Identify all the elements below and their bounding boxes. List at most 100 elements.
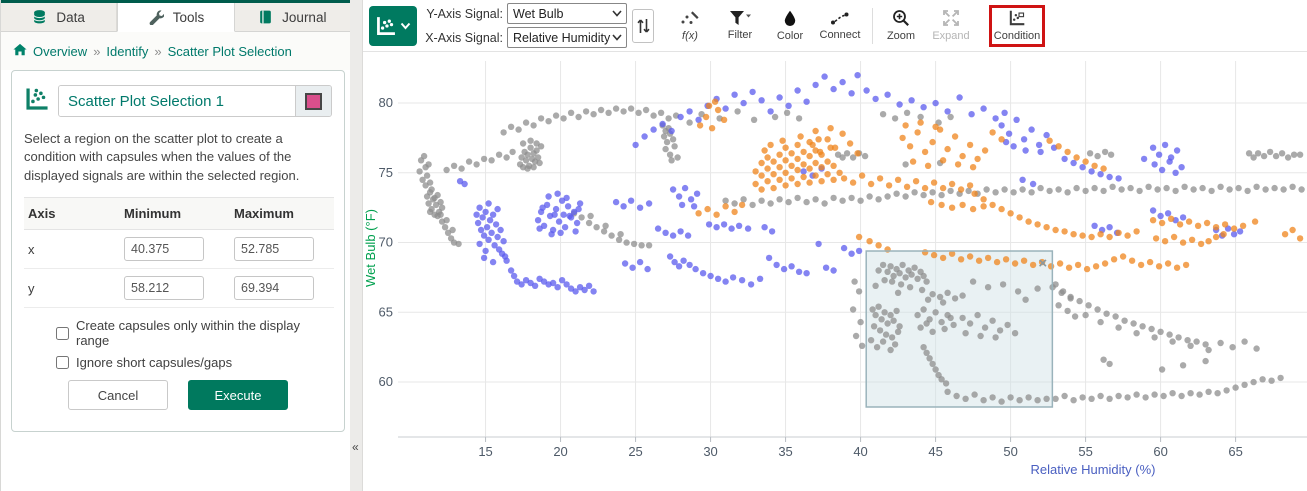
scatter-plot-type-button[interactable] <box>369 5 417 46</box>
data-point <box>989 394 996 401</box>
collapse-sidebar-icon[interactable]: « <box>352 440 359 454</box>
selection-region-border[interactable] <box>865 250 1054 408</box>
data-point <box>1097 318 1104 326</box>
data-point <box>1250 154 1257 161</box>
data-point <box>1235 184 1242 192</box>
data-point <box>794 155 801 163</box>
data-point <box>473 161 480 168</box>
data-point <box>1202 357 1209 365</box>
cancel-button[interactable]: Cancel <box>68 380 168 411</box>
data-point <box>509 148 516 156</box>
tool-color[interactable]: Color <box>768 10 812 42</box>
data-point <box>704 205 711 213</box>
data-point <box>666 151 674 158</box>
breadcrumb-identify[interactable]: Identify <box>106 43 149 59</box>
data-point <box>485 236 492 243</box>
color-swatch-button[interactable] <box>295 86 331 116</box>
data-point <box>1091 222 1098 229</box>
data-point <box>1010 143 1017 150</box>
data-point <box>1085 302 1092 309</box>
expand-arrows-icon <box>943 10 959 26</box>
tool-fx[interactable]: f(x) <box>668 10 712 42</box>
panel-actions: Cancel Execute <box>12 380 344 411</box>
data-point <box>480 254 488 262</box>
data-point <box>830 176 837 183</box>
display-range-checkbox[interactable] <box>56 326 69 340</box>
data-point <box>839 197 846 204</box>
tool-zoom[interactable]: Zoom <box>879 9 923 42</box>
data-point <box>824 136 831 143</box>
data-point <box>587 212 594 220</box>
data-point <box>771 113 779 121</box>
data-point <box>944 145 951 153</box>
data-point <box>932 366 939 373</box>
tool-filter[interactable]: Filter <box>718 10 762 41</box>
data-point <box>1254 150 1262 157</box>
data-point <box>818 178 825 185</box>
data-point <box>854 150 861 157</box>
scatter-chart-area[interactable]: 15 20 25 30 35 40 45 50 55 60 65 60 65 70 75 80 × Relativ… <box>363 52 1307 491</box>
data-point <box>1005 130 1013 137</box>
data-point <box>1289 226 1296 234</box>
data-point <box>1133 228 1140 235</box>
data-point <box>686 261 693 269</box>
data-point <box>998 205 1005 213</box>
data-point <box>632 141 639 149</box>
x-axis-signal-select[interactable]: Relative Humidity <box>507 27 627 48</box>
data-point <box>906 143 914 150</box>
data-point <box>1266 148 1274 156</box>
data-point <box>767 108 774 115</box>
x-minimum-input[interactable] <box>124 237 204 262</box>
data-point <box>597 106 605 114</box>
data-point <box>989 201 996 209</box>
x-maximum-input[interactable] <box>234 237 314 262</box>
data-point <box>1278 150 1286 157</box>
execute-button[interactable]: Execute <box>188 380 288 411</box>
data-point <box>627 197 635 204</box>
data-point <box>1232 384 1239 391</box>
data-point <box>1082 311 1089 319</box>
data-point <box>554 190 561 197</box>
data-point <box>899 261 906 269</box>
data-point <box>534 217 542 224</box>
y-tick-label: 70 <box>379 235 393 250</box>
data-point <box>530 122 537 129</box>
tool-condition[interactable]: Condition <box>994 9 1040 42</box>
data-point <box>488 229 495 236</box>
swap-axes-button[interactable] <box>632 8 654 43</box>
selection-close-icon[interactable]: × <box>1038 255 1047 272</box>
home-icon[interactable] <box>13 43 27 59</box>
data-point <box>947 113 954 121</box>
ignore-short-checkbox[interactable] <box>56 356 69 370</box>
tab-data[interactable]: Data <box>1 3 118 31</box>
y-axis-signal-select[interactable]: Wet Bulb <box>507 3 627 24</box>
data-point <box>849 306 857 313</box>
tool-name-input[interactable] <box>59 86 295 116</box>
data-point <box>1109 183 1116 190</box>
data-point <box>869 306 876 313</box>
data-point <box>1073 154 1080 161</box>
data-point <box>638 242 645 249</box>
data-point <box>830 267 837 274</box>
y-maximum-input[interactable] <box>234 276 314 301</box>
tool-connect[interactable]: Connect <box>818 11 862 41</box>
data-point <box>1020 136 1028 143</box>
tool-color-label: Color <box>776 29 804 42</box>
breadcrumb-overview[interactable]: Overview <box>33 43 88 59</box>
data-point <box>959 201 966 209</box>
tab-journal[interactable]: Journal <box>235 3 350 31</box>
data-point <box>1052 226 1059 234</box>
data-point <box>1271 184 1278 192</box>
data-point <box>735 222 743 229</box>
data-point <box>1220 231 1227 238</box>
data-point <box>815 240 822 248</box>
data-point <box>912 178 920 185</box>
data-point <box>602 222 609 229</box>
data-point <box>431 194 438 202</box>
tab-tools[interactable]: Tools <box>117 3 235 32</box>
data-point <box>549 279 557 287</box>
data-point <box>1193 338 1200 345</box>
y-minimum-input[interactable] <box>124 276 204 301</box>
scatter-plot[interactable]: 15 20 25 30 35 40 45 50 55 60 65 60 65 70 75 80 × Relativ… <box>363 52 1307 491</box>
data-point <box>1082 158 1089 165</box>
